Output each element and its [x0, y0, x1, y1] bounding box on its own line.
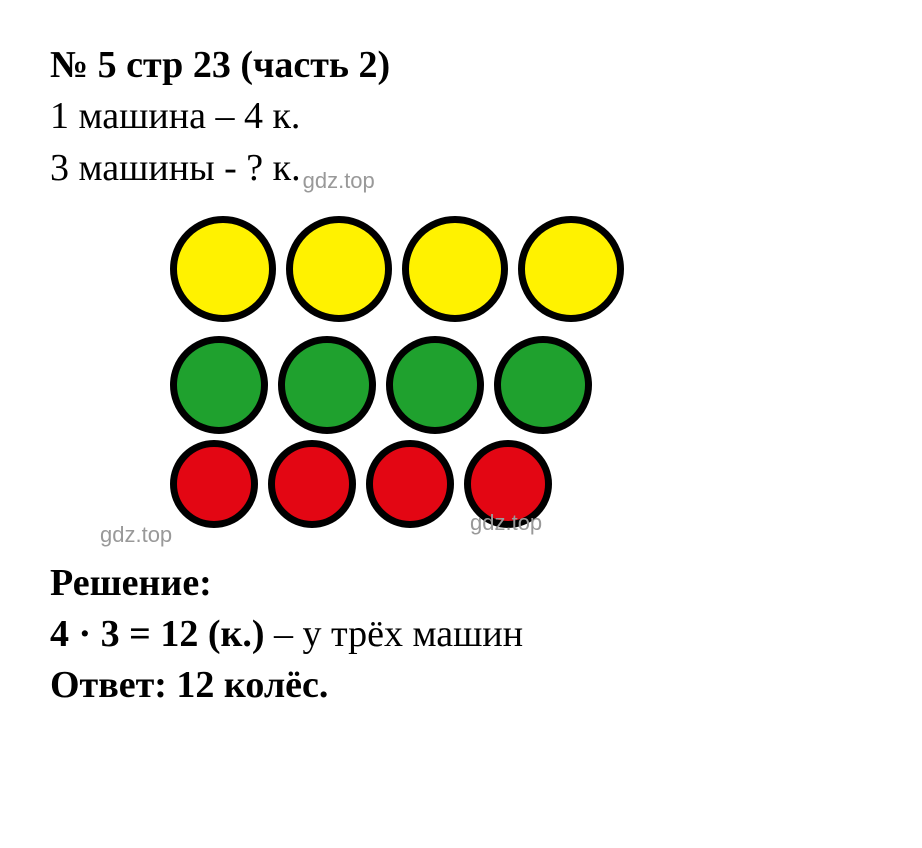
- circle-row-2: [170, 336, 872, 434]
- circle-icon: [268, 440, 356, 528]
- given-line-2-text: 3 машины - ? к.: [50, 147, 301, 189]
- solution-label: Решение:: [50, 558, 872, 609]
- solution-equation: 4 · 3 = 12 (к.): [50, 613, 265, 655]
- solution-line: 4 · 3 = 12 (к.) – у трёх машин: [50, 609, 872, 660]
- circle-icon: [402, 216, 508, 322]
- circle-icon: [170, 216, 276, 322]
- watermark-left: gdz.top: [100, 520, 172, 550]
- watermark-top: gdz.top: [303, 168, 375, 193]
- circle-row-1: [170, 216, 872, 322]
- circle-icon: [518, 216, 624, 322]
- given-line-2: 3 машины - ? к.gdz.top: [50, 143, 872, 196]
- circle-icon: [170, 440, 258, 528]
- answer-line: Ответ: 12 колёс.: [50, 660, 872, 711]
- circle-icon: [366, 440, 454, 528]
- solution-explanation: – у трёх машин: [265, 613, 524, 655]
- given-line-1: 1 машина – 4 к.: [50, 91, 872, 142]
- circle-icon: [278, 336, 376, 434]
- circles-diagram: [170, 216, 872, 528]
- circle-icon: [494, 336, 592, 434]
- circle-icon: [170, 336, 268, 434]
- circle-icon: [286, 216, 392, 322]
- circle-icon: [386, 336, 484, 434]
- heading: № 5 стр 23 (часть 2): [50, 40, 872, 91]
- watermark-right: gdz.top: [470, 508, 542, 538]
